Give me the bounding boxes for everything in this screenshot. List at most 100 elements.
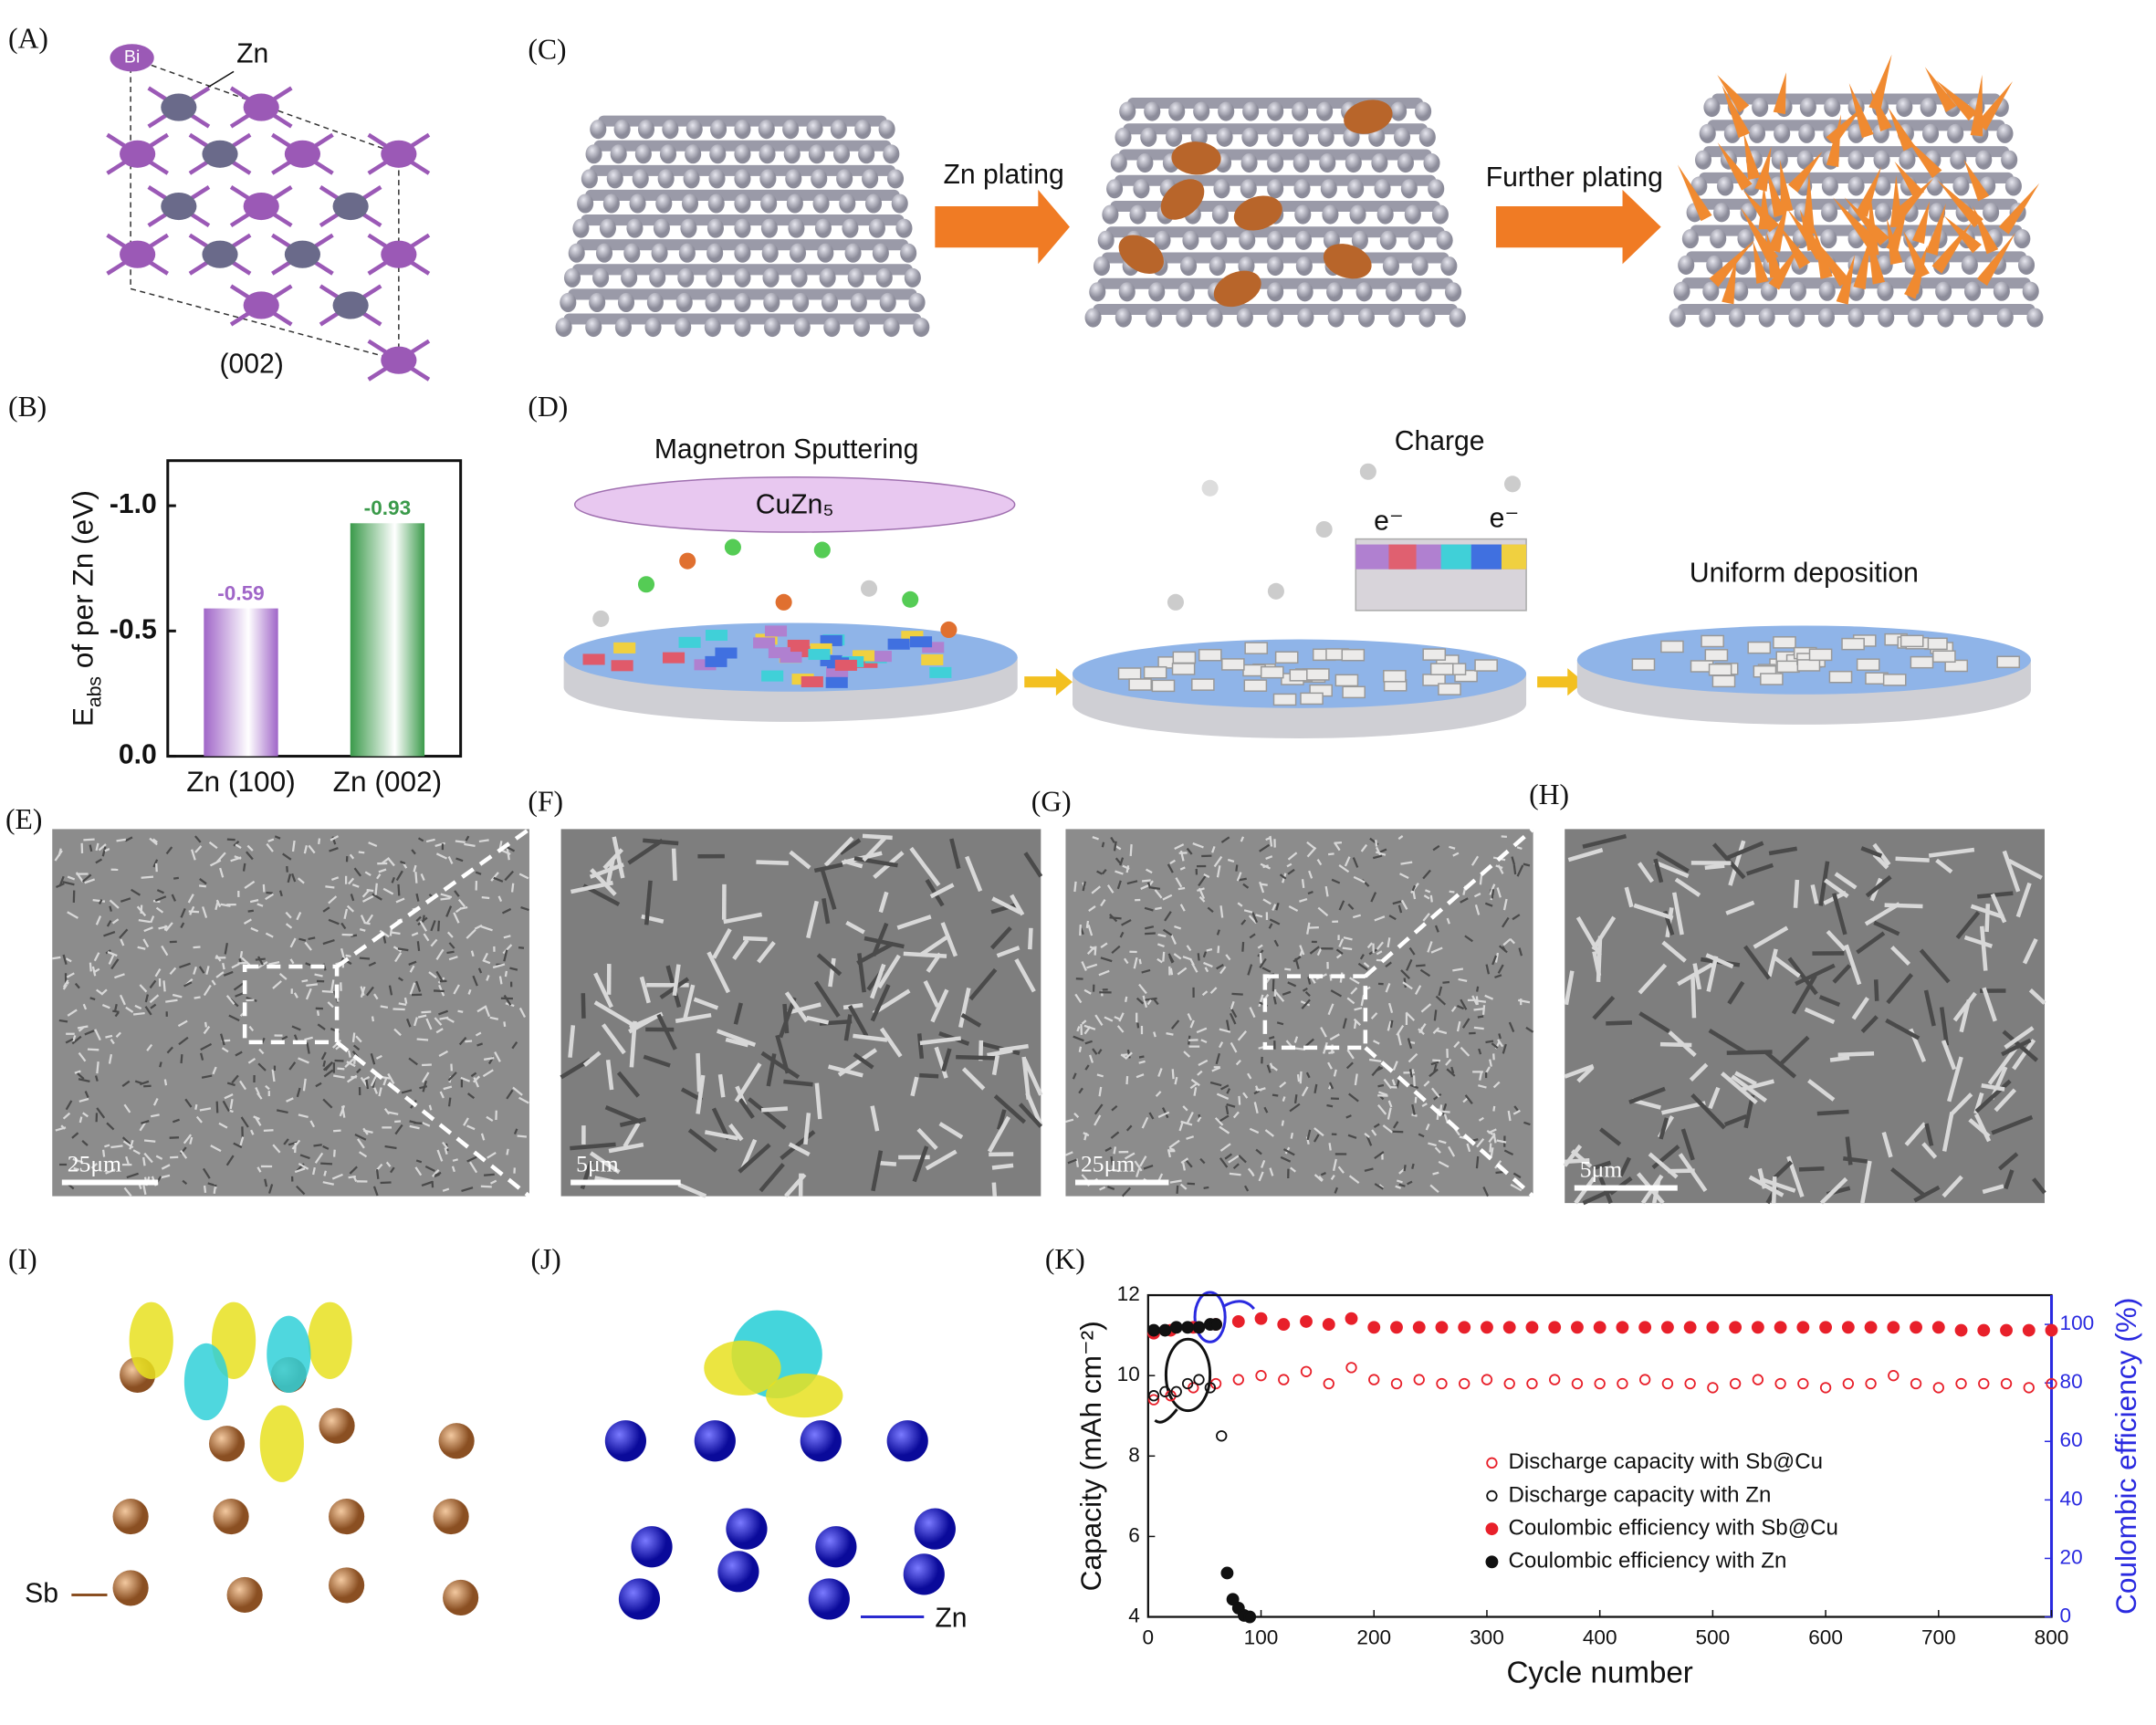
isosurface: [308, 1302, 352, 1379]
grid-node: [847, 267, 864, 288]
grid-node: [908, 292, 926, 312]
sem-texture: [1982, 1184, 2004, 1195]
sem-texture: [294, 1167, 306, 1174]
sem-texture: [155, 1155, 163, 1160]
sem-texture: [1065, 1118, 1074, 1124]
sem-texture: [364, 871, 372, 876]
sem-texture: [1157, 933, 1167, 938]
sem-texture: [351, 1032, 356, 1042]
sem-texture: [568, 1025, 576, 1058]
zn-dendrite: [1844, 197, 1889, 246]
sem-texture: [1979, 925, 1988, 971]
sem-texture: [938, 1122, 964, 1139]
sem-texture: [1421, 1103, 1428, 1107]
sem-texture: [912, 1145, 929, 1183]
scale-bar: [570, 1179, 681, 1186]
grid-node: [1926, 176, 1943, 196]
sem-texture: [440, 896, 451, 901]
sem-texture: [94, 1075, 99, 1082]
grid-node: [599, 218, 616, 238]
sem-texture: [109, 905, 112, 912]
sem-texture: [131, 888, 141, 896]
sem-texture: [415, 915, 422, 922]
grid-node: [2004, 176, 2022, 196]
grid-node: [686, 120, 703, 140]
grid-node: [1355, 282, 1373, 302]
grid-node: [1218, 101, 1235, 121]
sb-atom: [329, 1567, 365, 1604]
sem-texture: [466, 1124, 476, 1131]
sem-texture: [1494, 952, 1500, 963]
sem-texture: [1370, 892, 1377, 903]
sem-texture: [1157, 1111, 1170, 1118]
y-axis-label-part: of per Zn (eV): [67, 490, 99, 676]
grid-node: [1216, 127, 1233, 147]
grid-node: [812, 193, 830, 214]
sem-texture: [1618, 1156, 1632, 1177]
sem-texture: [1203, 961, 1213, 968]
filled-marker: [2022, 1323, 2036, 1337]
atom: [284, 140, 320, 168]
grid-node: [886, 169, 905, 189]
panel-label: (A): [8, 23, 48, 55]
sem-texture: [1890, 946, 1911, 967]
sem-texture: [298, 1057, 309, 1064]
deposit: [1631, 658, 1656, 671]
sem-texture: [1478, 1084, 1487, 1089]
sem-texture: [1518, 998, 1531, 1004]
deposit: [1808, 648, 1833, 662]
filled-marker: [1931, 1321, 1945, 1334]
sem-texture: [1249, 1007, 1256, 1019]
sem-texture: [235, 1051, 243, 1057]
sem-texture: [1354, 1073, 1358, 1086]
sem-texture: [265, 893, 275, 901]
filled-marker: [1481, 1321, 1493, 1334]
sem-texture: [408, 1057, 418, 1066]
sem-texture: [497, 895, 503, 903]
grid-node: [614, 318, 632, 338]
sem-texture: [203, 984, 212, 997]
sem-texture: [1832, 964, 1852, 984]
deposit: [1474, 659, 1498, 672]
sem-texture: [482, 952, 488, 963]
sem-texture: [1115, 870, 1124, 875]
sem-texture: [371, 1016, 375, 1022]
sem-texture: [2007, 858, 2043, 880]
grid-node: [1699, 308, 1716, 328]
sem-texture: [348, 877, 355, 885]
filled-marker: [1220, 1566, 1234, 1580]
sem-texture: [395, 897, 405, 904]
sem-texture: [1334, 842, 1341, 852]
sem-texture: [1485, 1040, 1494, 1044]
sem-texture: [1570, 1149, 1593, 1168]
grain: [921, 653, 944, 665]
grid-node: [1129, 204, 1146, 225]
zn-dendrite: [1925, 203, 1946, 256]
sem-texture: [247, 909, 254, 913]
sem-texture: [482, 1069, 494, 1078]
lattice: [106, 86, 431, 382]
sem-texture: [788, 1142, 811, 1156]
grid-node: [1818, 281, 1836, 301]
scale-bar: [61, 1179, 159, 1186]
grid-node: [788, 218, 805, 238]
sem-texture: [1745, 862, 1774, 876]
sem-texture: [1099, 1186, 1106, 1191]
atom: [161, 93, 197, 121]
sem-texture: [511, 1041, 518, 1050]
grid-node: [2022, 281, 2039, 301]
sem-texture: [1180, 1157, 1189, 1164]
sem-texture: [510, 883, 515, 893]
grid-node: [1133, 179, 1150, 199]
sem-texture: [346, 904, 355, 913]
sem-texture: [1653, 858, 1664, 883]
sem-texture: [161, 1164, 171, 1170]
grid-node: [1713, 203, 1731, 223]
sem-texture: [453, 984, 460, 995]
sem-texture: [440, 893, 453, 899]
sem-texture: [408, 960, 417, 966]
sem-texture: [1671, 892, 1684, 936]
sem-texture: [171, 894, 176, 902]
sem-texture: [1219, 1114, 1230, 1123]
sem-texture: [58, 1019, 68, 1023]
